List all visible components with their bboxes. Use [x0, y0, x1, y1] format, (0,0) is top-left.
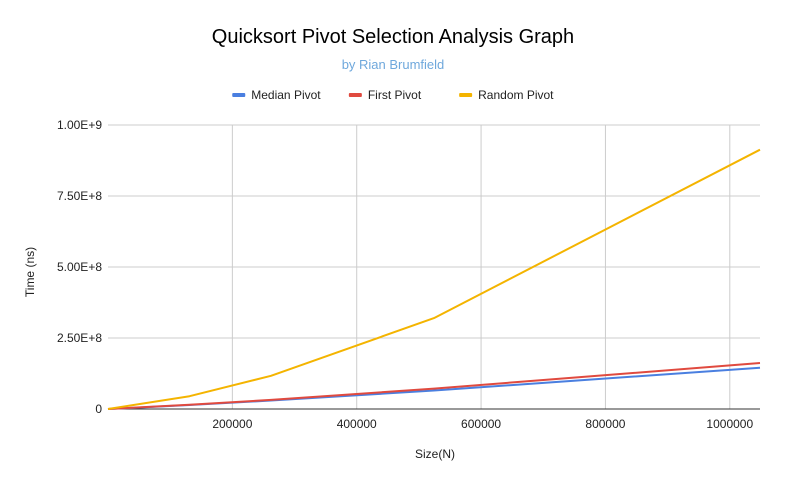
- series-layer: [107, 148, 761, 410]
- y-tick-label: 0: [95, 402, 102, 416]
- legend: Median Pivot First Pivot Random Pivot: [232, 88, 554, 102]
- x-tick-label: 600000: [461, 417, 501, 431]
- legend-label-random-pivot: Random Pivot: [478, 88, 554, 102]
- series-line-first-pivot: [107, 362, 761, 410]
- y-tick-label: 2.50E+8: [57, 331, 102, 345]
- series-line-random-pivot: [107, 148, 761, 410]
- chart-title: Quicksort Pivot Selection Analysis Graph: [212, 26, 574, 48]
- x-axis-label: Size(N): [415, 447, 455, 461]
- gridlines: [108, 124, 760, 410]
- y-axis-label: Time (ns): [23, 247, 37, 297]
- x-tick-label: 800000: [585, 417, 625, 431]
- legend-label-first-pivot: First Pivot: [368, 88, 422, 102]
- x-tick-label: 400000: [337, 417, 377, 431]
- legend-swatch-first-pivot: [348, 93, 362, 97]
- legend-label-median-pivot: Median Pivot: [251, 88, 321, 102]
- chart-subtitle: by Rian Brumfield: [342, 57, 445, 72]
- x-tick-label: 1000000: [706, 417, 753, 431]
- legend-swatch-median-pivot: [232, 93, 246, 97]
- x-tick-label: 200000: [212, 417, 252, 431]
- legend-swatch-random-pivot: [459, 93, 473, 97]
- y-tick-label: 7.50E+8: [57, 189, 102, 203]
- tick-labels: 0 2.50E+8 5.00E+8 7.50E+8 1.00E+9 200000 40000…: [57, 118, 754, 431]
- y-tick-label: 5.00E+8: [57, 260, 102, 274]
- y-tick-label: 1.00E+9: [57, 118, 102, 132]
